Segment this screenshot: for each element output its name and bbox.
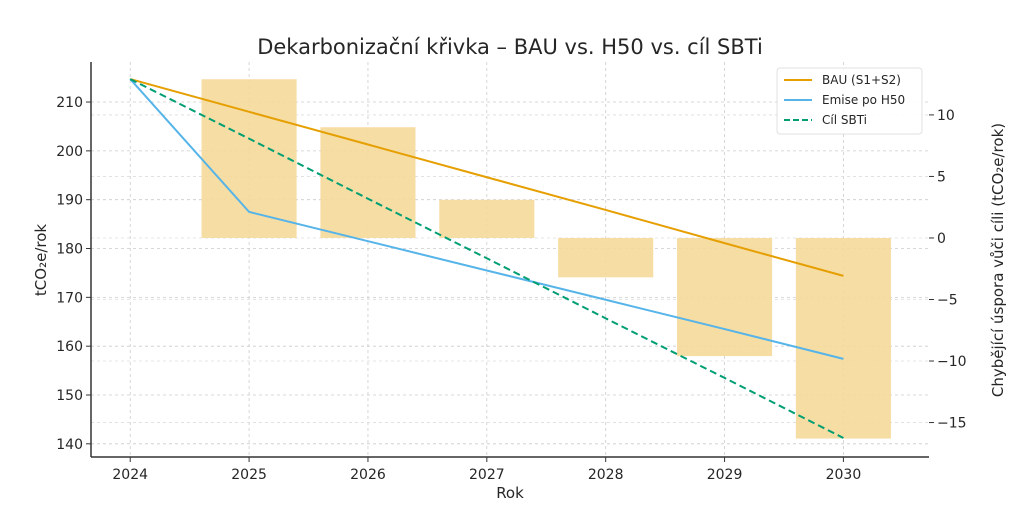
y2-tick-label: −15 — [937, 416, 967, 432]
legend: BAU (S1+S2) Emise po H50 Cíl SBTi — [776, 67, 923, 135]
chart-title: Dekarbonizační křivka – BAU vs. H50 vs. … — [257, 35, 763, 59]
x-tick-label: 2025 — [231, 467, 267, 483]
series-line-0 — [129, 78, 844, 277]
x-tick-label: 2024 — [112, 467, 148, 483]
gap-bar-2026 — [320, 127, 416, 238]
y-tick-label: 210 — [56, 95, 83, 111]
x-tick-label: 2029 — [707, 467, 743, 483]
y-tick-label: 200 — [56, 144, 83, 160]
series-line-2 — [129, 78, 844, 439]
x-axis-label: Rok — [496, 484, 524, 502]
y-tick-label: 150 — [56, 388, 83, 404]
y-tick-label: 140 — [56, 437, 83, 453]
y2-tick-label: 10 — [937, 108, 955, 124]
x-tick-label: 2030 — [826, 467, 862, 483]
y2-tick-label: 5 — [937, 169, 946, 185]
y-tick-label: 190 — [56, 193, 83, 209]
y-tick-label: 160 — [56, 339, 83, 355]
legend-label: Emise po H50 — [822, 93, 905, 107]
legend-label: BAU (S1+S2) — [822, 73, 901, 87]
legend-label: Cíl SBTi — [822, 113, 867, 127]
gap-bar-2028 — [558, 237, 654, 278]
y2-tick-label: −10 — [937, 354, 967, 370]
y2-tick-label: 0 — [937, 231, 946, 247]
y-tick-label: 180 — [56, 242, 83, 258]
y-axis-label: tCO₂e/rok — [32, 224, 50, 296]
legend-box — [776, 67, 923, 135]
y2-axis-label: Chybějící úspora vůči cíli (tCO₂e/rok) — [989, 123, 1007, 397]
axes: 2024 2025 2026 2027 2028 2029 2030 140 150 160 170… — [56, 62, 967, 483]
gap-bar-2027 — [439, 199, 535, 238]
gap-bar-2030 — [795, 237, 891, 439]
x-tick-label: 2027 — [469, 467, 505, 483]
x-tick-label: 2028 — [588, 467, 624, 483]
series-line-1 — [129, 78, 844, 360]
x-tick-label: 2026 — [350, 467, 386, 483]
y2-tick-label: −5 — [937, 292, 958, 308]
series-lines — [129, 78, 844, 439]
y-tick-label: 170 — [56, 290, 83, 306]
